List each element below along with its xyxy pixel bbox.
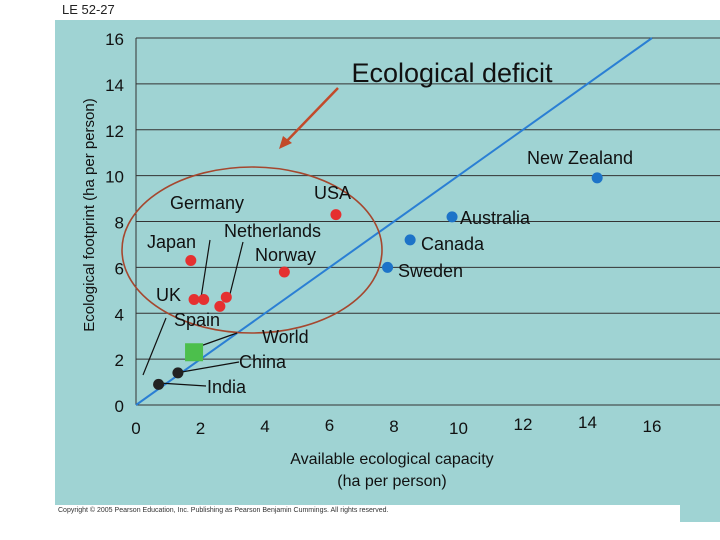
y-tick-8: 8 (115, 214, 124, 233)
y-tick-6: 6 (115, 259, 124, 278)
label-sweden: Sweden (398, 261, 463, 281)
y-tick-16: 16 (105, 30, 124, 49)
label-new-zealand: New Zealand (527, 148, 633, 168)
x-tick-16: 16 (643, 417, 662, 436)
label-germany: Germany (170, 193, 244, 213)
point-world (185, 343, 204, 362)
copyright-notice: Copyright © 2005 Pearson Education, Inc.… (58, 507, 389, 514)
y-tick-14: 14 (105, 76, 124, 95)
label-world: World (262, 327, 309, 347)
x-tick-8: 8 (389, 417, 398, 436)
point-china (172, 367, 184, 379)
annotation-arrow-shaft (282, 87, 339, 146)
x-tick-14: 14 (578, 413, 597, 432)
x-tick-2: 2 (196, 419, 205, 438)
y-tick-12: 12 (105, 122, 124, 141)
label-uk: UK (156, 285, 181, 305)
point-australia (446, 211, 458, 223)
point-japan (185, 254, 197, 266)
copyright-strip (40, 505, 680, 523)
label-spain: Spain (174, 310, 220, 330)
point-usa (330, 209, 342, 221)
label-australia: Australia (460, 208, 531, 228)
deficit-ellipse (121, 166, 383, 334)
y-tick-4: 4 (115, 305, 124, 324)
y-tick-labels: 0 2 4 6 8 10 12 14 16 (105, 30, 124, 416)
label-usa: USA (314, 183, 351, 203)
reference-line (135, 37, 653, 406)
x-tick-0: 0 (131, 419, 140, 438)
label-netherlands: Netherlands (224, 221, 321, 241)
deficit-annotation: Ecological deficit (351, 58, 553, 88)
y-tick-10: 10 (105, 168, 124, 187)
annotation-arrowhead (279, 136, 292, 149)
label-norway: Norway (255, 245, 316, 265)
label-india: India (207, 377, 247, 397)
data-points (153, 172, 603, 390)
point-canada (404, 234, 416, 246)
x-tick-6: 6 (325, 416, 334, 435)
x-tick-12: 12 (514, 415, 533, 434)
gridlines (136, 37, 720, 406)
point-netherlands (198, 293, 210, 305)
x-tick-4: 4 (260, 417, 269, 436)
y-tick-0: 0 (115, 397, 124, 416)
point-norway (278, 266, 290, 278)
x-axis-label-line1: Available ecological capacity (290, 451, 493, 468)
x-axis-label-line2: (ha per person) (337, 473, 446, 490)
point-uk (220, 291, 232, 303)
x-tick-10: 10 (449, 419, 468, 438)
point-germany (188, 293, 200, 305)
point-india (153, 378, 165, 390)
label-japan: Japan (147, 232, 196, 252)
point-new-zealand (591, 172, 603, 184)
page-label: LE 52-27 (62, 2, 115, 17)
label-china: China (239, 352, 287, 372)
x-tick-labels: 0 2 4 6 8 10 12 14 16 (131, 413, 661, 438)
y-axis-label: Ecological footprint (ha per person) (81, 98, 98, 331)
point-spain (214, 300, 226, 312)
y-tick-2: 2 (115, 351, 124, 370)
point-sweden (382, 261, 394, 273)
label-canada: Canada (421, 234, 485, 254)
